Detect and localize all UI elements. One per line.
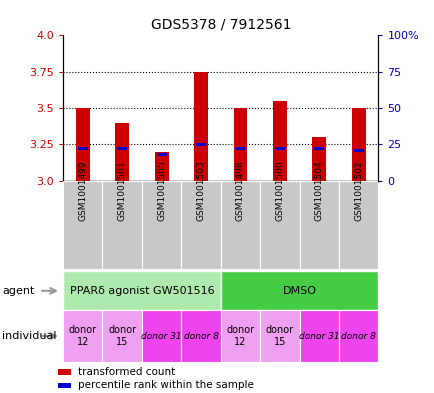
Bar	[156, 153, 166, 156]
Bar	[63, 271, 220, 310]
Bar	[63, 181, 102, 269]
Text: percentile rank within the sample: percentile rank within the sample	[78, 380, 253, 391]
Bar	[260, 181, 299, 269]
Bar	[351, 108, 365, 181]
Text: DMSO: DMSO	[282, 286, 316, 296]
Text: individual: individual	[2, 331, 56, 341]
Text: donor 8: donor 8	[341, 332, 375, 340]
Text: GSM1001503: GSM1001503	[196, 160, 205, 220]
Bar	[196, 143, 206, 146]
Text: donor
12: donor 12	[226, 325, 254, 347]
Bar	[141, 310, 181, 362]
Text: GSM1001500: GSM1001500	[275, 160, 284, 220]
Bar	[299, 310, 338, 362]
Text: GSM1001504: GSM1001504	[314, 160, 323, 220]
Bar	[220, 181, 260, 269]
Text: donor 8: donor 8	[183, 332, 218, 340]
Bar	[220, 310, 260, 362]
Bar	[181, 310, 220, 362]
Bar	[115, 123, 129, 181]
Bar	[233, 108, 247, 181]
Text: GSM1001505: GSM1001505	[157, 160, 166, 220]
Bar	[314, 147, 323, 151]
Bar	[181, 181, 220, 269]
Text: GSM1001499: GSM1001499	[78, 160, 87, 220]
Bar	[220, 271, 378, 310]
Bar	[58, 383, 71, 388]
Bar	[63, 310, 102, 362]
Bar	[58, 369, 71, 375]
Bar	[260, 310, 299, 362]
Text: PPARδ agonist GW501516: PPARδ agonist GW501516	[69, 286, 214, 296]
Bar	[76, 108, 89, 181]
Bar	[102, 310, 141, 362]
Bar	[194, 72, 207, 181]
Bar	[338, 181, 378, 269]
Text: donor
15: donor 15	[265, 325, 293, 347]
Bar	[338, 310, 378, 362]
Bar	[141, 181, 181, 269]
Bar	[299, 181, 338, 269]
Bar	[78, 147, 88, 151]
Bar	[235, 147, 245, 151]
Bar	[273, 101, 286, 181]
Text: donor 31: donor 31	[298, 332, 339, 340]
Text: GSM1001501: GSM1001501	[118, 160, 126, 220]
Bar	[353, 149, 363, 152]
Text: donor
15: donor 15	[108, 325, 136, 347]
Text: transformed count: transformed count	[78, 367, 174, 377]
Bar	[312, 137, 326, 181]
Bar	[155, 152, 168, 181]
Bar	[117, 147, 127, 151]
Text: donor
12: donor 12	[69, 325, 97, 347]
Text: donor 31: donor 31	[141, 332, 181, 340]
Bar	[274, 147, 284, 151]
Text: GSM1001498: GSM1001498	[235, 160, 244, 220]
Bar	[102, 181, 141, 269]
Text: agent: agent	[2, 286, 34, 296]
Text: GSM1001502: GSM1001502	[353, 160, 362, 220]
Title: GDS5378 / 7912561: GDS5378 / 7912561	[150, 17, 290, 31]
